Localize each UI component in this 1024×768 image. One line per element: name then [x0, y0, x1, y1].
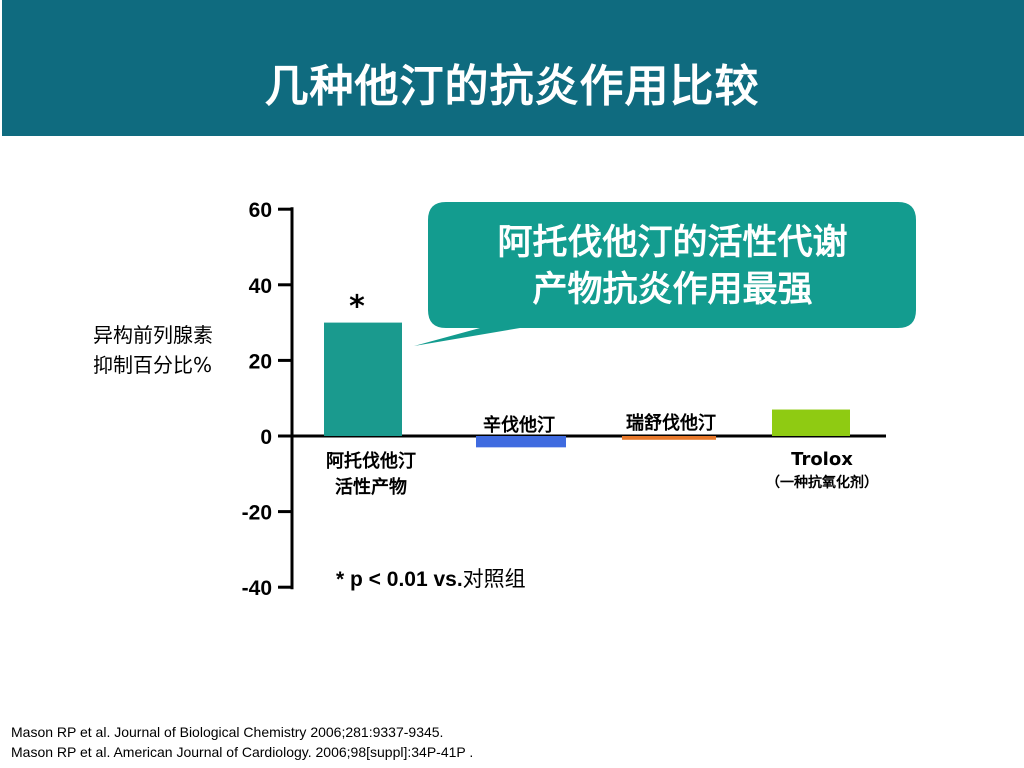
- y-tick-label: -20: [242, 502, 272, 525]
- bars: [324, 322, 850, 448]
- y-tick-label: 20: [249, 350, 272, 373]
- callout-bubble: [414, 202, 916, 346]
- bar: [622, 436, 716, 440]
- category-label: 瑞舒伐他汀: [626, 412, 716, 434]
- reference-1: Mason RP et al. Journal of Biological Ch…: [11, 724, 444, 740]
- category-label: 活性产物: [335, 476, 407, 498]
- significance-star: *: [349, 290, 365, 325]
- category-label: 阿托伐他汀: [326, 450, 416, 472]
- bar: [772, 409, 850, 436]
- title-bar: [2, 0, 1024, 136]
- category-label: Trolox: [791, 449, 853, 470]
- reference-2: Mason RP et al. American Journal of Card…: [11, 744, 474, 760]
- bar: [476, 436, 566, 448]
- significance-stat: * p < 0.01 vs.: [336, 568, 463, 591]
- y-tick-label: -40: [242, 577, 272, 600]
- significance-suffix: 对照组: [462, 567, 526, 591]
- bar: [324, 322, 402, 436]
- page-title: 几种他汀的抗炎作用比较: [264, 61, 760, 112]
- y-tick-label: 60: [249, 199, 272, 222]
- category-subtitle: （一种抗氧化剂）: [766, 474, 878, 491]
- callout-text: 阿托伐他汀的活性代谢 产物抗炎作用最强: [497, 223, 848, 310]
- y-tick-label: 0: [260, 426, 272, 449]
- y-tick-label: 40: [249, 275, 272, 298]
- significance-note: * p < 0.01 vs.对照组: [336, 563, 526, 593]
- category-label: 辛伐他汀: [483, 414, 555, 436]
- y-axis-label: 异构前列腺素 抑制百分比%: [93, 323, 213, 377]
- y-ticks: 60 40 20 0 -20 -40: [242, 199, 292, 600]
